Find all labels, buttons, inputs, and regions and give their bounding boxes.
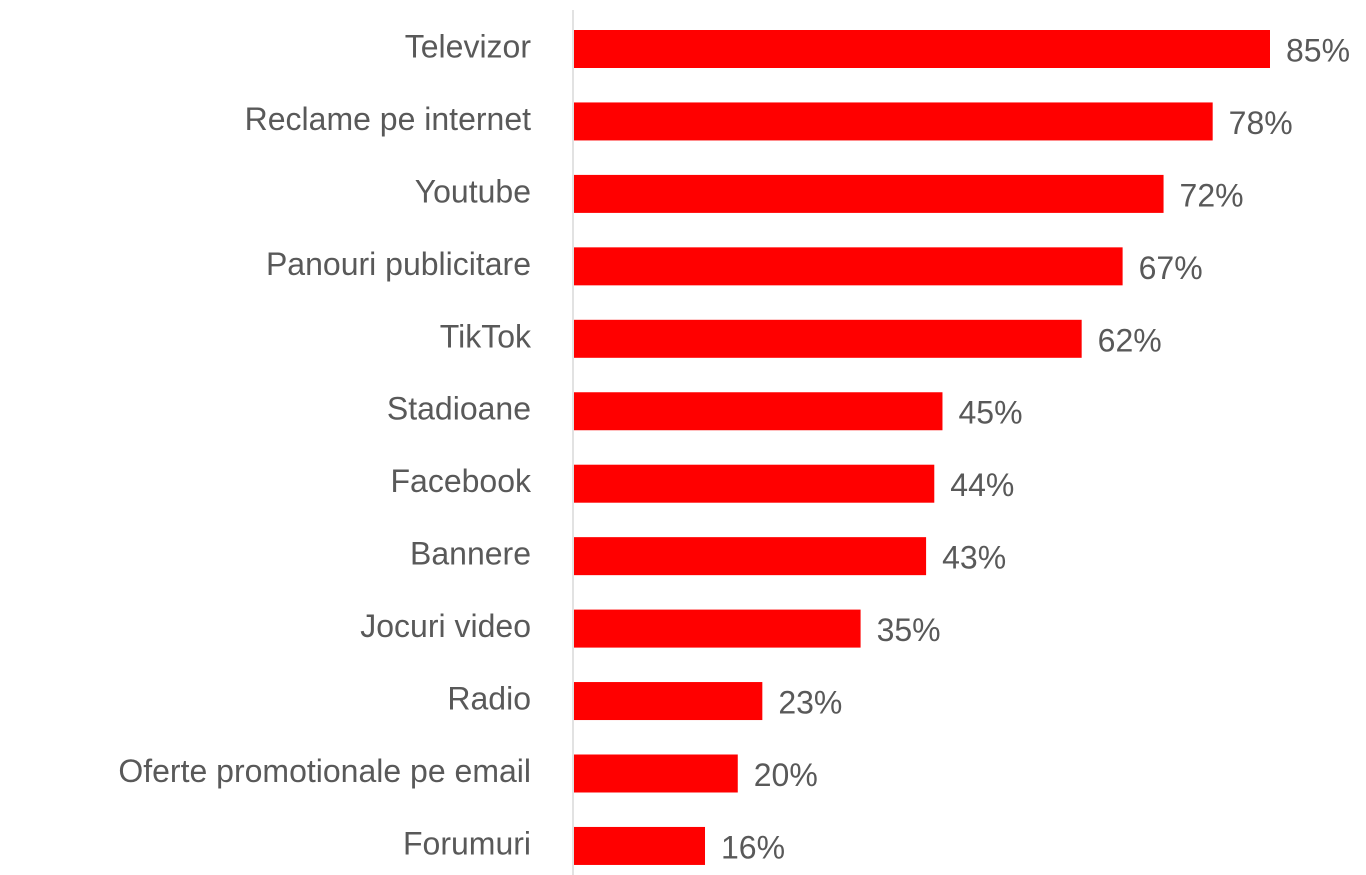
bar bbox=[574, 319, 1082, 358]
value-label: 43% bbox=[942, 540, 1006, 576]
value-label: 85% bbox=[1286, 32, 1350, 68]
bar bbox=[574, 682, 763, 721]
category-label: Reclame pe internet bbox=[245, 101, 531, 137]
value-label: 44% bbox=[950, 467, 1014, 503]
category-label: Stadioane bbox=[387, 391, 531, 427]
value-label: 16% bbox=[721, 829, 785, 865]
value-label: 72% bbox=[1180, 177, 1244, 213]
category-label: Jocuri video bbox=[360, 608, 531, 644]
category-label: TikTok bbox=[440, 318, 532, 354]
value-label: 35% bbox=[877, 612, 941, 648]
bar bbox=[574, 392, 943, 431]
category-label: Radio bbox=[447, 681, 531, 717]
bar bbox=[574, 247, 1123, 286]
value-label: 23% bbox=[778, 685, 842, 721]
category-label: Forumuri bbox=[403, 825, 531, 861]
category-label: Facebook bbox=[390, 463, 532, 499]
bar bbox=[574, 102, 1213, 141]
value-label: 62% bbox=[1098, 322, 1162, 358]
category-label: Televizor bbox=[405, 28, 532, 64]
bar bbox=[574, 464, 935, 503]
bar bbox=[574, 30, 1270, 68]
value-label: 20% bbox=[754, 757, 818, 793]
bar bbox=[574, 174, 1164, 213]
bar bbox=[574, 826, 706, 865]
value-label: 45% bbox=[958, 395, 1022, 431]
category-label: Oferte promotionale pe email bbox=[118, 753, 531, 789]
category-label: Youtube bbox=[415, 173, 531, 209]
bar bbox=[574, 754, 738, 793]
bar bbox=[574, 537, 927, 576]
value-label: 67% bbox=[1139, 250, 1203, 286]
category-label: Panouri publicitare bbox=[266, 246, 531, 282]
value-label: 78% bbox=[1229, 105, 1293, 141]
category-label: Bannere bbox=[410, 536, 531, 572]
bar bbox=[574, 609, 861, 648]
